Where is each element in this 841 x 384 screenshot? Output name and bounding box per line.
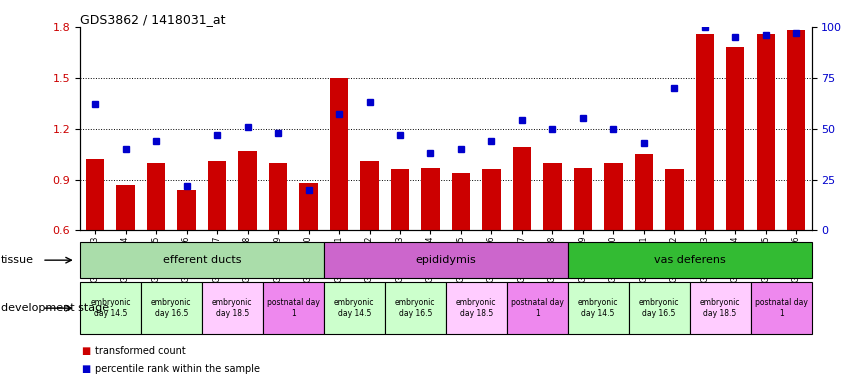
- Bar: [690, 282, 750, 334]
- Text: postnatal day
1: postnatal day 1: [510, 298, 563, 318]
- Bar: [513, 147, 531, 230]
- Bar: [506, 282, 568, 334]
- Text: transformed count: transformed count: [95, 346, 186, 356]
- Bar: [80, 282, 140, 334]
- Text: embryonic
day 16.5: embryonic day 16.5: [151, 298, 192, 318]
- Text: embryonic
day 14.5: embryonic day 14.5: [334, 298, 374, 318]
- Text: vas deferens: vas deferens: [653, 255, 726, 265]
- Text: postnatal day
1: postnatal day 1: [754, 298, 807, 318]
- Text: embryonic
day 16.5: embryonic day 16.5: [639, 298, 680, 318]
- Bar: [446, 282, 506, 334]
- Bar: [86, 159, 104, 230]
- Bar: [140, 282, 202, 334]
- Bar: [665, 169, 684, 230]
- Bar: [635, 154, 653, 230]
- Bar: [269, 162, 287, 230]
- Bar: [330, 78, 348, 230]
- Bar: [299, 183, 318, 230]
- Bar: [696, 34, 714, 230]
- Bar: [324, 282, 384, 334]
- Bar: [177, 190, 196, 230]
- Bar: [238, 151, 257, 230]
- Text: GDS3862 / 1418031_at: GDS3862 / 1418031_at: [80, 13, 225, 26]
- Bar: [568, 282, 628, 334]
- Bar: [421, 168, 440, 230]
- Text: embryonic
day 14.5: embryonic day 14.5: [578, 298, 618, 318]
- Bar: [604, 162, 622, 230]
- Bar: [750, 282, 812, 334]
- Bar: [452, 173, 470, 230]
- Bar: [80, 242, 324, 278]
- Bar: [208, 161, 226, 230]
- Bar: [202, 282, 262, 334]
- Text: epididymis: epididymis: [415, 255, 476, 265]
- Text: embryonic
day 14.5: embryonic day 14.5: [90, 298, 130, 318]
- Bar: [360, 161, 378, 230]
- Text: embryonic
day 18.5: embryonic day 18.5: [456, 298, 496, 318]
- Bar: [482, 169, 500, 230]
- Text: efferent ducts: efferent ducts: [162, 255, 241, 265]
- Bar: [391, 169, 409, 230]
- Bar: [574, 168, 592, 230]
- Bar: [787, 30, 806, 230]
- Text: development stage: development stage: [1, 303, 109, 313]
- Bar: [324, 242, 568, 278]
- Text: percentile rank within the sample: percentile rank within the sample: [95, 364, 260, 374]
- Bar: [628, 282, 690, 334]
- Text: ■: ■: [82, 364, 91, 374]
- Text: embryonic
day 16.5: embryonic day 16.5: [395, 298, 436, 318]
- Bar: [116, 185, 135, 230]
- Bar: [726, 47, 744, 230]
- Bar: [543, 162, 562, 230]
- Bar: [147, 162, 165, 230]
- Bar: [262, 282, 324, 334]
- Text: postnatal day
1: postnatal day 1: [267, 298, 320, 318]
- Bar: [757, 34, 775, 230]
- Text: embryonic
day 18.5: embryonic day 18.5: [212, 298, 252, 318]
- Bar: [568, 242, 812, 278]
- Text: ■: ■: [82, 346, 91, 356]
- Text: tissue: tissue: [1, 255, 34, 265]
- Bar: [384, 282, 446, 334]
- Text: embryonic
day 18.5: embryonic day 18.5: [700, 298, 740, 318]
